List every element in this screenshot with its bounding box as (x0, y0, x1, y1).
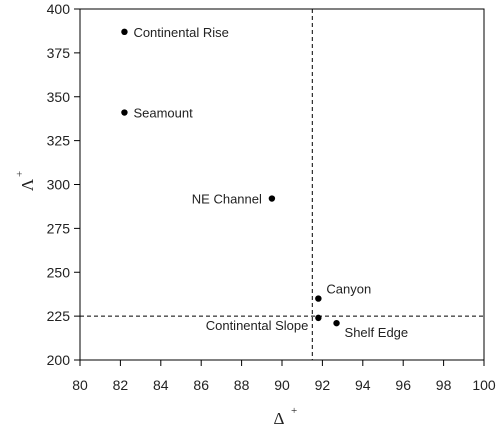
y-tick-label: 225 (47, 308, 71, 324)
y-axis-title-superscript: + (14, 171, 26, 177)
axes: 80 82 84 86 88 90 92 94 96 98 100 200 225 250 275 300 32… (47, 1, 496, 393)
x-axis-title-superscript: + (291, 405, 297, 417)
x-tick-label: 88 (234, 377, 250, 393)
x-tick-label: 86 (193, 377, 209, 393)
data-point-label: Canyon (326, 282, 371, 297)
y-tick-label: 275 (47, 220, 71, 236)
x-tick-label: 90 (274, 377, 290, 393)
data-points: Continental Rise Seamount NE Channel Canyon… (121, 25, 408, 340)
x-tick-label: 82 (113, 377, 129, 393)
y-tick-label: 325 (47, 133, 71, 149)
data-point-label: Seamount (133, 106, 193, 121)
data-point (333, 319, 340, 327)
x-axis-title: Δ (274, 409, 285, 428)
y-tick-label: 400 (47, 1, 71, 17)
x-tick-label: 98 (436, 377, 452, 393)
y-tick-label: 250 (47, 264, 71, 280)
plot-frame (79, 8, 485, 361)
x-tick-label: 84 (153, 377, 169, 393)
data-point (268, 195, 276, 202)
data-point-label: Shelf Edge (345, 325, 409, 340)
data-point (121, 28, 128, 36)
data-point (121, 109, 128, 116)
x-tick-label: 92 (315, 377, 331, 393)
y-tick-label: 375 (47, 45, 71, 61)
axis-titles: Δ + Λ + (14, 171, 297, 428)
y-tick-label: 300 (47, 177, 71, 193)
x-tick-label: 80 (72, 377, 88, 393)
y-axis-title: Λ (18, 178, 37, 191)
data-point-label: Continental Rise (133, 25, 228, 40)
x-tick-label: 96 (395, 377, 411, 393)
y-tick-label: 200 (47, 352, 71, 368)
x-tick-label: 94 (355, 377, 371, 393)
data-point-label: NE Channel (192, 192, 262, 207)
data-point (315, 314, 322, 322)
y-axis-title-group: Λ + (14, 171, 37, 191)
reference-lines (80, 9, 484, 360)
x-tick-label: 100 (472, 377, 496, 393)
data-point-label: Continental Slope (206, 318, 309, 333)
y-tick-label: 350 (47, 89, 71, 105)
data-point (315, 295, 322, 302)
